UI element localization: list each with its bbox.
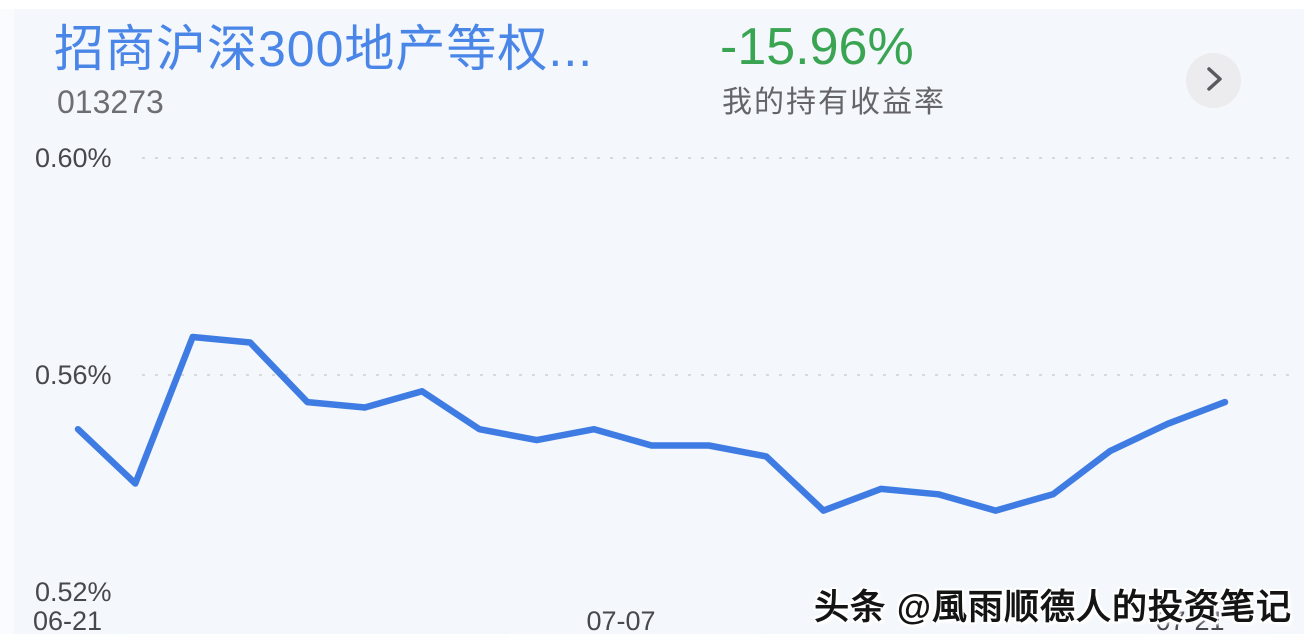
x-axis-tick-label: 07-21: [1155, 606, 1225, 636]
fund-code: 013273: [57, 84, 164, 120]
y-axis-tick-label: 0.60%: [35, 143, 112, 173]
return-rate-line: [74, 333, 1229, 514]
fund-name: 招商沪深300地产等权...: [54, 21, 594, 77]
bottom-edge-strip: [0, 634, 1304, 640]
next-button[interactable]: [1186, 53, 1241, 108]
y-axis-tick-label: 0.52%: [35, 577, 112, 607]
chevron-right-icon: [1201, 64, 1227, 97]
x-axis-tick-label: 07-07: [586, 606, 656, 636]
left-edge-strip: [0, 0, 14, 640]
watermark: 头条 @風雨顺德人的投资笔记: [814, 588, 1292, 627]
top-edge-strip: [0, 0, 1304, 9]
y-axis-tick-label: 0.56%: [35, 360, 112, 390]
holding-return-value: -15.96%: [720, 18, 914, 76]
holding-return-label: 我的持有收益率: [722, 86, 946, 119]
x-axis-tick-label: 06-21: [33, 606, 103, 636]
